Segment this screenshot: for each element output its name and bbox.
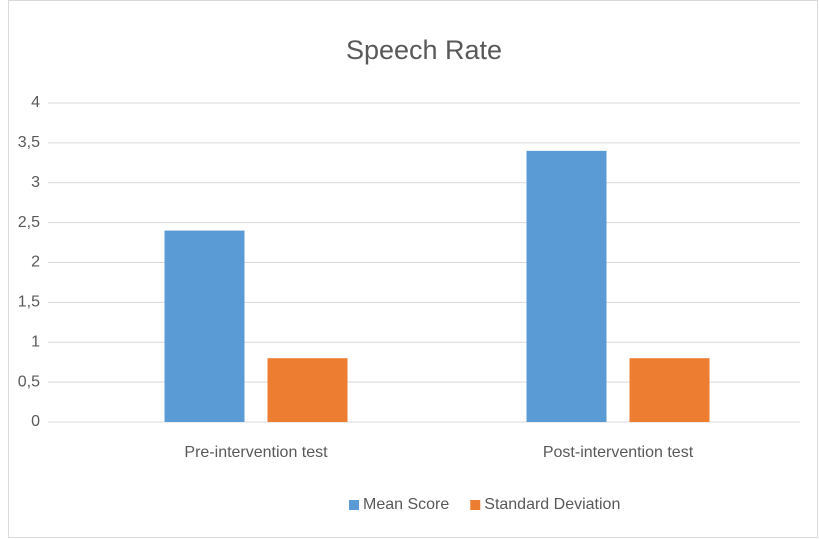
chart-border: [8, 0, 818, 538]
x-tick-label: Post-intervention test: [543, 444, 694, 461]
legend-swatch: [349, 500, 359, 510]
y-tick-label: 0: [31, 413, 40, 430]
bar: [164, 230, 245, 422]
y-tick-label: 2,5: [18, 214, 40, 231]
legend-swatch: [470, 500, 481, 510]
y-tick-label: 1,5: [18, 294, 40, 311]
y-tick-label: 2: [31, 254, 40, 271]
chart-title: Speech Rate: [346, 35, 502, 65]
y-tick-label: 0,5: [18, 373, 40, 390]
bar: [526, 150, 607, 422]
x-tick-label: Pre-intervention test: [184, 444, 328, 461]
legend-label: Standard Deviation: [484, 496, 620, 513]
bar: [629, 358, 710, 422]
y-tick-label: 4: [31, 94, 40, 111]
bar: [267, 358, 348, 422]
y-tick-label: 1: [31, 333, 40, 350]
y-tick-label: 3: [31, 174, 40, 191]
legend-label: Mean Score: [363, 496, 449, 513]
y-tick-label: 3,5: [18, 134, 40, 151]
